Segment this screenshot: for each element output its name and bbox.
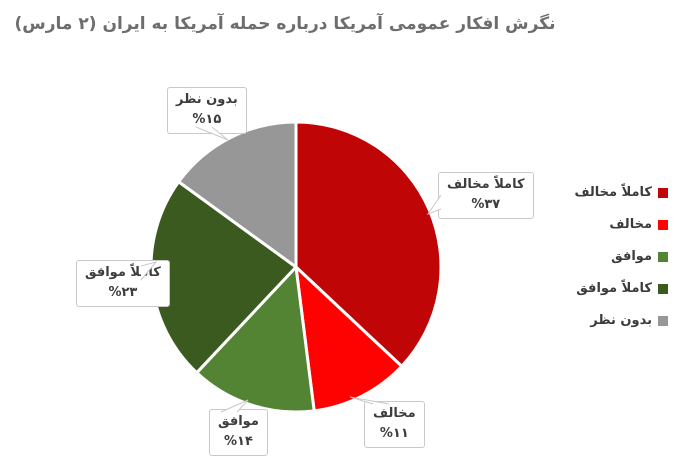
legend-label: موافق — [611, 249, 652, 264]
legend-item-completely-opposed[interactable]: کاملاً مخالف — [574, 185, 668, 201]
legend-swatch-icon — [658, 316, 668, 326]
legend-item-agree[interactable]: موافق — [611, 249, 668, 265]
legend-label: مخالف — [609, 217, 652, 232]
legend-item-completely-agree[interactable]: کاملاً موافق — [576, 281, 668, 297]
datalabel-percent: %۳۷ — [471, 197, 501, 212]
legend-swatch-icon — [658, 188, 668, 198]
datalabel-percent: %۱۴ — [223, 434, 253, 449]
legend-swatch-icon — [658, 220, 668, 230]
datalabel-agree: موافق %۱۴ — [209, 409, 268, 456]
legend-label: کاملاً موافق — [576, 281, 652, 296]
legend: کاملاً مخالف مخالف موافق کاملاً موافق بد… — [574, 185, 668, 329]
legend-item-no-opinion[interactable]: بدون نظر — [590, 313, 668, 329]
chart-title: نگرش افکار عمومی آمریکا درباره حمله آمری… — [14, 14, 556, 34]
datalabel-opposed: مخالف %۱۱ — [364, 401, 425, 448]
datalabel-text: بدون نظر — [176, 92, 238, 107]
datalabel-percent: %۱۱ — [379, 426, 409, 441]
pie-slice-1[interactable] — [294, 265, 404, 413]
pie-svg — [149, 120, 443, 414]
datalabel-text: کاملاً مخالف — [447, 177, 525, 192]
datalabel-text: مخالف — [373, 406, 416, 421]
datalabel-no-opinion: بدون نظر %۱۵ — [167, 87, 247, 134]
datalabel-completely-opposed: کاملاً مخالف %۳۷ — [438, 172, 534, 219]
datalabel-text: موافق — [218, 414, 259, 429]
legend-label: کاملاً مخالف — [574, 185, 652, 200]
datalabel-text: کاملاً موافق — [85, 265, 161, 280]
datalabel-percent: %۱۵ — [192, 112, 222, 127]
legend-label: بدون نظر — [590, 313, 652, 328]
datalabel-percent: %۲۳ — [108, 285, 138, 300]
pie-slice-2[interactable] — [195, 265, 316, 414]
pie-slice-4[interactable] — [177, 120, 298, 269]
legend-swatch-icon — [658, 284, 668, 294]
pie-chart — [148, 119, 444, 415]
datalabel-completely-agree: کاملاً موافق %۲۳ — [76, 260, 170, 307]
legend-item-opposed[interactable]: مخالف — [609, 217, 668, 233]
legend-swatch-icon — [658, 252, 668, 262]
